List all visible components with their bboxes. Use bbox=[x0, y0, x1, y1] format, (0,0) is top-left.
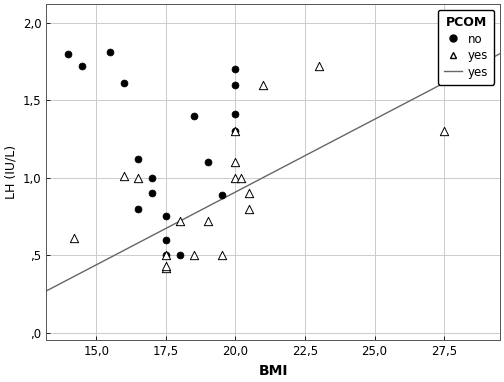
Point bbox=[106, 49, 114, 55]
Point bbox=[231, 128, 239, 134]
Point bbox=[134, 206, 142, 212]
Legend: no, yes, yes: no, yes, yes bbox=[438, 10, 494, 84]
Point bbox=[218, 192, 226, 198]
Point bbox=[176, 252, 184, 258]
Point bbox=[190, 252, 198, 258]
Point bbox=[315, 63, 323, 69]
Point bbox=[134, 175, 142, 181]
Point bbox=[162, 214, 170, 220]
Point bbox=[162, 264, 170, 270]
Point bbox=[218, 252, 226, 258]
Point bbox=[120, 173, 128, 179]
Point bbox=[204, 218, 212, 224]
Point bbox=[440, 128, 448, 134]
Point bbox=[245, 190, 254, 196]
Y-axis label: LH (IU/L): LH (IU/L) bbox=[4, 145, 17, 199]
Point bbox=[134, 156, 142, 162]
Point bbox=[162, 236, 170, 243]
Point bbox=[148, 175, 156, 181]
X-axis label: BMI: BMI bbox=[258, 364, 288, 378]
Point bbox=[176, 218, 184, 224]
Point bbox=[70, 235, 78, 241]
Point bbox=[162, 263, 170, 269]
Point bbox=[65, 51, 73, 57]
Point bbox=[237, 175, 245, 181]
Point bbox=[231, 82, 239, 88]
Point bbox=[231, 159, 239, 165]
Point bbox=[259, 82, 267, 88]
Point bbox=[231, 111, 239, 117]
Point bbox=[231, 66, 239, 72]
Point bbox=[204, 159, 212, 165]
Point bbox=[245, 206, 254, 212]
Point bbox=[148, 190, 156, 196]
Point bbox=[162, 252, 170, 258]
Point bbox=[190, 113, 198, 119]
Point bbox=[120, 80, 128, 86]
Point bbox=[78, 63, 86, 69]
Point bbox=[162, 252, 170, 258]
Point bbox=[231, 175, 239, 181]
Point bbox=[231, 128, 239, 134]
